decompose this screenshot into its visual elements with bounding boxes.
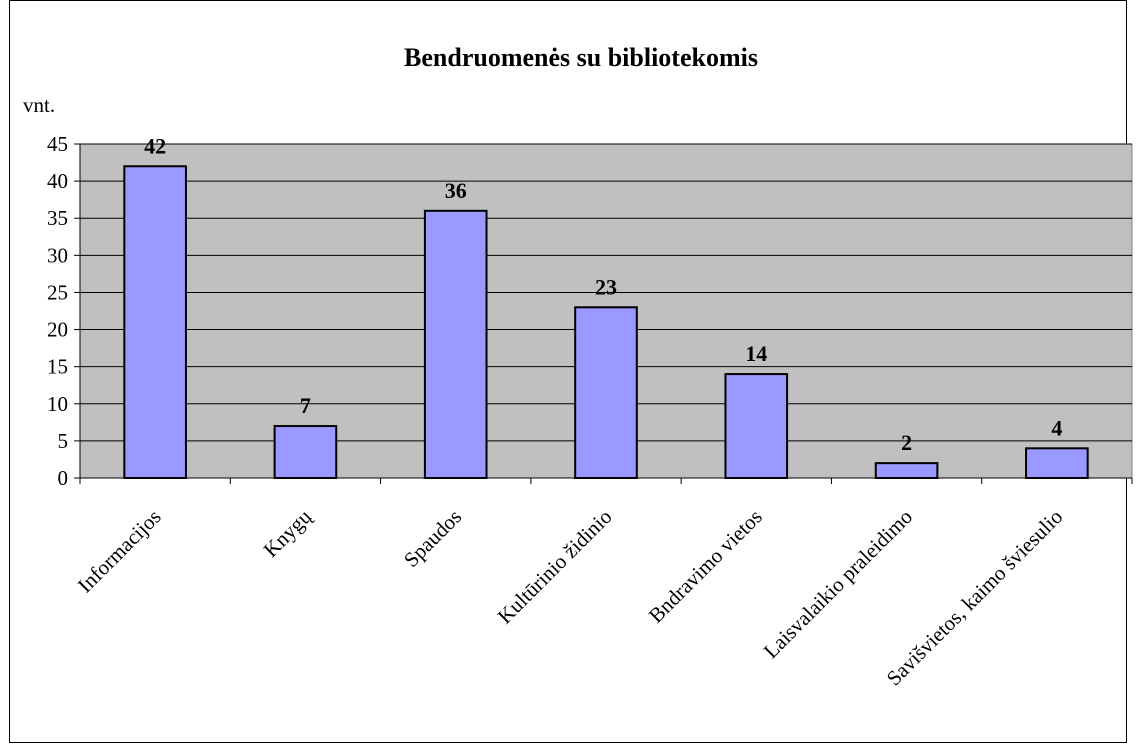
data-label: 14 (745, 341, 767, 366)
y-tick-label: 30 (47, 243, 68, 267)
data-label: 2 (901, 430, 912, 455)
chart-title: Bendruomenės su bibliotekomis (404, 43, 758, 72)
bar (273, 425, 338, 479)
bar (423, 209, 488, 480)
x-tick-label: Informacijos (73, 505, 166, 598)
data-label: 4 (1051, 415, 1062, 440)
x-tick-label: Savišvietos, kaimo šviesulio (882, 505, 1068, 691)
bar (874, 462, 939, 479)
x-tick-label: Kultūrinio židinio (493, 505, 617, 629)
data-label: 42 (144, 133, 166, 158)
x-tick-label: Knygų (259, 504, 317, 562)
y-tick-label: 35 (47, 206, 68, 230)
bar (574, 306, 638, 479)
x-tick-label: Laisvalaikio praleidimo (759, 505, 917, 663)
y-axis-label: vnt. (23, 93, 55, 117)
x-tick-label: Spaudos (399, 505, 466, 572)
data-label: 23 (595, 274, 617, 299)
y-tick-label: 45 (47, 132, 68, 156)
data-label: 36 (445, 178, 467, 203)
data-label: 7 (300, 393, 311, 418)
y-tick-label: 25 (47, 280, 68, 304)
bar (724, 373, 789, 480)
y-tick-label: 40 (47, 169, 68, 193)
y-tick-label: 10 (47, 392, 68, 416)
y-tick-label: 0 (58, 466, 69, 490)
x-tick-label: Bndravimo vietos (644, 505, 767, 628)
bar (123, 165, 187, 479)
y-tick-label: 20 (47, 318, 68, 342)
y-tick-label: 15 (47, 355, 68, 379)
y-tick-label: 5 (58, 429, 69, 453)
bar (1025, 447, 1089, 479)
